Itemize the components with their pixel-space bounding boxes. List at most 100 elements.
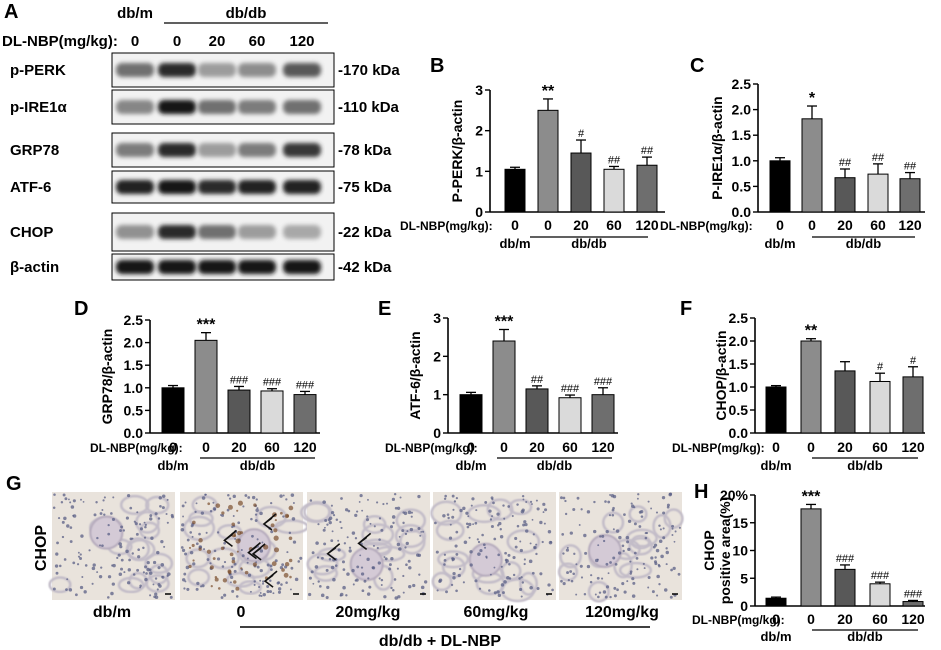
significance-mark: ## (641, 145, 654, 157)
nucleus (316, 556, 320, 559)
stain-spot (239, 531, 243, 535)
x-axis-label: DL-NBP(mg/kg): (672, 441, 765, 455)
nucleus (103, 513, 106, 516)
nucleus (452, 576, 456, 580)
nucleus (129, 537, 133, 541)
nucleus (209, 562, 212, 565)
nucleus (148, 571, 153, 575)
nucleus (107, 575, 112, 579)
nucleus (163, 545, 166, 548)
nucleus (519, 548, 523, 553)
nucleus (420, 585, 425, 590)
nucleus (232, 515, 235, 517)
nucleus (232, 494, 236, 499)
blot-band (116, 63, 154, 77)
tubule (519, 571, 538, 596)
stain-spot (236, 509, 239, 512)
bar (902, 376, 924, 434)
nucleus (511, 514, 514, 518)
stain-spot (198, 547, 202, 551)
x-tick-label: 0 (772, 439, 780, 455)
blot-band (158, 143, 196, 157)
x-tick-label: 20 (529, 439, 545, 455)
nucleus (678, 526, 681, 529)
nucleus (496, 512, 500, 516)
nucleus (674, 530, 677, 533)
nucleus (569, 570, 573, 573)
nucleus (183, 587, 186, 590)
nucleus (308, 576, 312, 580)
nucleus (166, 498, 169, 501)
nucleus (408, 584, 412, 589)
nucleus (519, 540, 522, 543)
nucleus (270, 530, 274, 534)
tubule (430, 500, 463, 526)
stain-spot (283, 572, 289, 578)
nucleus (525, 529, 529, 533)
nucleus (169, 595, 173, 599)
nucleus (602, 590, 607, 594)
x-tick-label: 120 (898, 217, 922, 233)
nucleus (380, 528, 384, 532)
y-tick-label: 3 (475, 82, 483, 98)
nucleus (584, 551, 588, 555)
nucleus (154, 512, 158, 516)
nucleus (621, 582, 625, 586)
significance-mark: ## (839, 157, 852, 169)
blot-band (158, 180, 196, 194)
nucleus (543, 522, 546, 525)
x-tick-label: 0 (544, 217, 552, 233)
nucleus (598, 591, 602, 594)
stain-spot (220, 546, 225, 551)
nucleus (523, 558, 526, 561)
stain-spot (236, 550, 239, 553)
nucleus (157, 517, 161, 520)
nucleus (625, 535, 630, 540)
nucleus (149, 517, 153, 521)
nucleus (136, 511, 139, 514)
nucleus (504, 558, 508, 562)
blot-band (283, 143, 321, 157)
y-tick-label: 10 (732, 543, 748, 559)
nucleus (390, 557, 394, 561)
nucleus (137, 548, 140, 552)
nucleus (330, 504, 333, 507)
nucleus (165, 512, 168, 515)
nucleus (392, 588, 395, 592)
blot-band (198, 63, 236, 77)
nucleus (626, 540, 630, 544)
bar (603, 168, 625, 213)
nucleus (485, 555, 488, 558)
nucleus (206, 558, 210, 561)
nucleus (376, 501, 379, 504)
nucleus (242, 505, 245, 508)
nucleus (237, 521, 241, 525)
nucleus (259, 568, 263, 573)
nucleus (111, 564, 114, 567)
blot-band (198, 180, 236, 194)
nucleus (181, 523, 185, 527)
nucleus (259, 549, 264, 553)
nucleus (662, 536, 666, 540)
nucleus (386, 502, 389, 505)
tubule (238, 580, 262, 595)
nucleus (191, 535, 194, 538)
x-tick-label: 120 (635, 217, 659, 233)
nucleus (277, 590, 282, 594)
nucleus (233, 562, 237, 566)
nucleus (560, 579, 563, 583)
nucleus (523, 520, 527, 524)
nucleus (663, 588, 668, 592)
nucleus (455, 589, 458, 593)
nucleus (547, 583, 551, 587)
bar (492, 340, 516, 434)
nucleus (499, 534, 504, 539)
pointer-arrow (247, 542, 261, 560)
nucleus (116, 556, 119, 559)
nucleus (230, 575, 234, 579)
nucleus (380, 578, 384, 582)
blot-protein-label: β-actin (10, 259, 59, 276)
stain-spot (207, 502, 211, 506)
nucleus (605, 529, 609, 534)
nucleus (246, 557, 249, 560)
